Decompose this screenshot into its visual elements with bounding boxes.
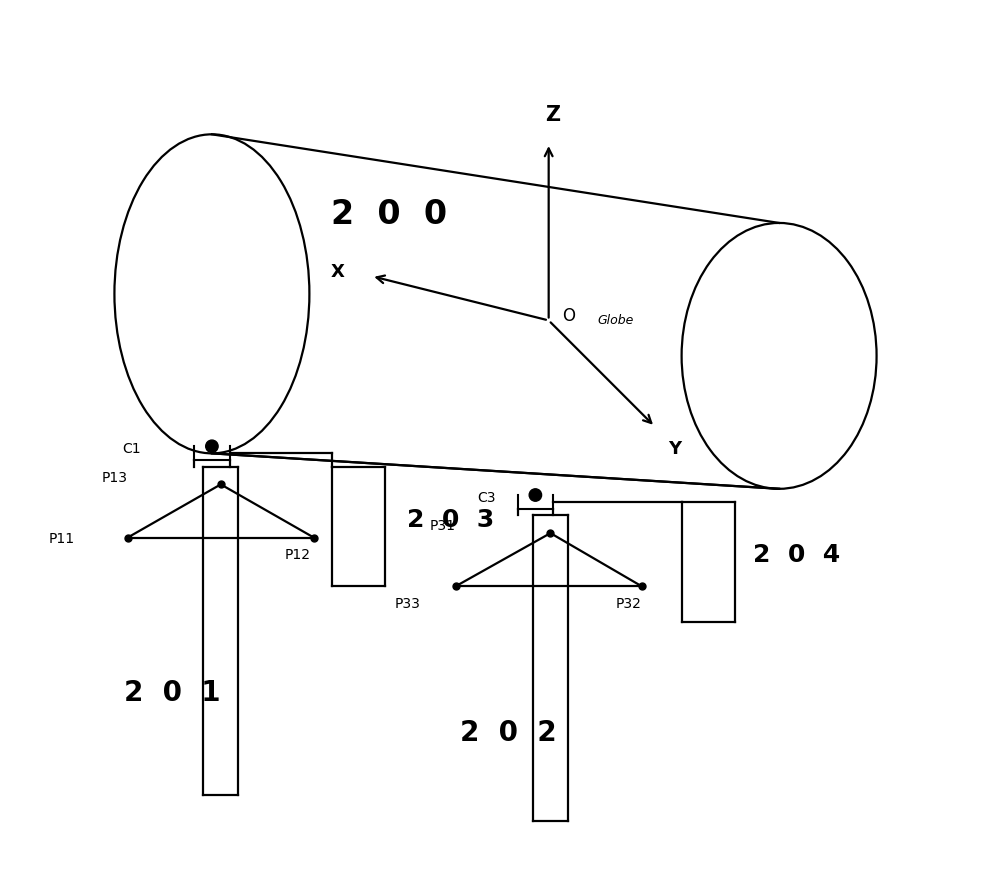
Text: 2  0  3: 2 0 3 [407,508,495,532]
Text: Globe: Globe [598,314,634,327]
Circle shape [529,489,542,501]
Text: 2  0  1: 2 0 1 [124,678,220,707]
Text: X: X [331,262,345,281]
Text: 2  0  0: 2 0 0 [331,197,447,230]
Text: C1: C1 [122,442,141,456]
Text: P32: P32 [615,597,641,611]
Text: P31: P31 [430,519,456,533]
Text: P11: P11 [49,533,74,547]
Text: P33: P33 [394,597,420,611]
Text: Y: Y [668,440,682,458]
Text: C3: C3 [477,491,496,505]
Text: O: O [562,307,575,325]
Text: 2  0  4: 2 0 4 [752,543,839,567]
Text: P12: P12 [284,549,310,562]
Text: 2  0  2: 2 0 2 [461,718,557,747]
Text: Z: Z [545,106,561,125]
Text: P13: P13 [102,471,128,485]
Circle shape [206,440,218,453]
